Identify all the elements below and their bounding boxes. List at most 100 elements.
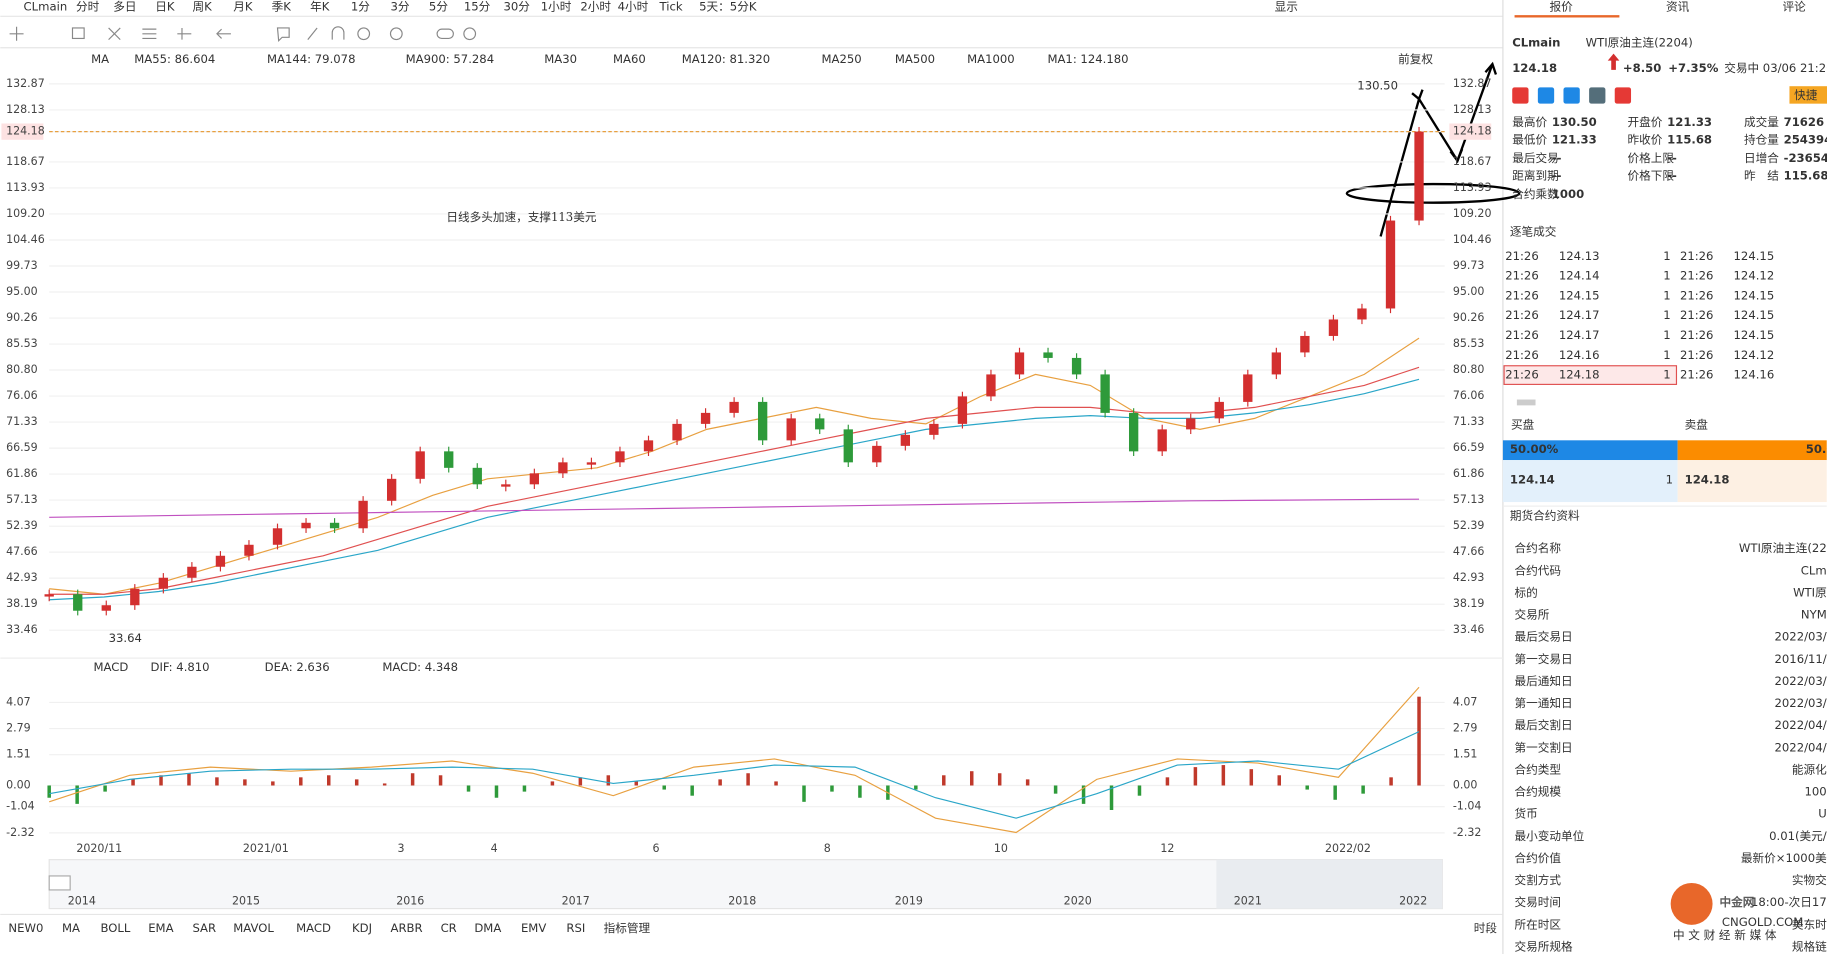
share-icon[interactable] <box>1563 87 1580 104</box>
ma-line <box>49 498 1420 518</box>
share-icon[interactable] <box>1537 87 1555 104</box>
macd-bar <box>494 785 499 798</box>
panel-tab[interactable]: 资讯 <box>1666 0 1690 13</box>
period-tab[interactable]: 5天：5分K <box>699 0 757 13</box>
macd-bar <box>131 779 135 786</box>
period-tab[interactable]: 周K <box>192 0 212 13</box>
timeline-year: 2018 <box>728 895 756 908</box>
period-tab[interactable]: 3分 <box>390 0 409 13</box>
stat-value: -- <box>1552 168 1562 182</box>
y-tick-label: 66.59 <box>1453 441 1485 454</box>
indicator-tab[interactable]: MAVOL <box>233 921 274 935</box>
period-tab[interactable]: 15分 <box>464 0 491 13</box>
bid-bar <box>1502 440 1678 461</box>
period-tab[interactable]: 月K <box>233 0 253 13</box>
trade-price: 124.12 <box>1734 269 1775 283</box>
period-tab[interactable]: 日K <box>155 0 175 13</box>
macd-bar <box>410 773 415 786</box>
y-tick-label: 52.39 <box>6 519 38 532</box>
watermark-logo <box>1670 882 1713 925</box>
y-tick-label: 61.86 <box>1453 467 1485 480</box>
indicator-tab[interactable]: DMA <box>474 921 501 935</box>
info-label: 第一交易日 <box>1515 652 1573 666</box>
display-btn[interactable]: 显示 <box>1275 0 1298 13</box>
indicator-tab[interactable]: EMV <box>521 921 546 935</box>
indicator-tab[interactable]: NEW0 <box>8 921 43 935</box>
timeline-year: 2019 <box>895 895 923 908</box>
watermark: CNGOLD.COM <box>1722 915 1803 929</box>
macd-bar <box>271 781 275 786</box>
period-btn[interactable]: 时段 <box>1474 921 1498 935</box>
macd-bar <box>1165 777 1170 786</box>
timeline[interactable] <box>48 859 1443 910</box>
ma-line <box>49 366 1420 595</box>
quick-btn[interactable] <box>1789 86 1827 104</box>
stat-value: 121.33 <box>1552 132 1597 146</box>
candle <box>729 401 739 413</box>
period-tab[interactable]: 分时 <box>76 0 100 13</box>
quick-btn-label[interactable]: 快捷 <box>1794 88 1818 102</box>
trade-time: 21:26 <box>1505 348 1539 362</box>
share-icon[interactable] <box>1589 87 1606 104</box>
indicator-tab[interactable]: MA <box>62 921 80 935</box>
indicator-tab[interactable]: BOLL <box>100 921 130 935</box>
draw-tools[interactable] <box>9 26 477 43</box>
period-tab[interactable]: 5分 <box>429 0 448 13</box>
info-label: 最后交易日 <box>1515 630 1573 644</box>
candle <box>415 451 425 479</box>
trade-vol: 1 <box>1663 368 1670 382</box>
indicator-tab[interactable]: 指标管理 <box>604 921 651 935</box>
trade-price: 124.17 <box>1559 328 1600 342</box>
macd-bar <box>103 785 107 792</box>
macd-bar <box>1361 785 1365 794</box>
macd-bar <box>47 785 51 798</box>
period-tab[interactable]: 年K <box>310 0 330 13</box>
period-tab[interactable]: 季K <box>272 0 292 13</box>
candle <box>586 462 597 465</box>
period-tab[interactable]: 多日 <box>113 0 136 13</box>
adjust-btn[interactable]: 前复权 <box>1398 52 1433 66</box>
panel-tab[interactable]: 评论 <box>1782 0 1806 13</box>
y-tick-label: 4.07 <box>1453 695 1478 708</box>
period-tab[interactable]: 1小时 <box>541 0 572 13</box>
period-tab[interactable]: 4小时 <box>618 0 649 13</box>
y-tick-label: 61.86 <box>6 467 38 480</box>
trade-time: 21:26 <box>1505 328 1539 342</box>
y-tick-label: 52.39 <box>1453 519 1485 532</box>
info-label: 所在时区 <box>1515 917 1562 931</box>
watermark: 中金网 <box>1720 895 1755 909</box>
candle <box>215 555 226 567</box>
timeline-window[interactable] <box>1216 859 1443 909</box>
macd-bar <box>75 785 79 804</box>
share-icon[interactable] <box>1512 87 1529 104</box>
y-tick-label: 90.26 <box>6 311 38 324</box>
candle <box>643 440 654 452</box>
symbol[interactable]: CLmain <box>24 0 68 13</box>
indicator-tab[interactable]: ARBR <box>390 921 422 935</box>
panel-tab[interactable]: 报价 <box>1550 0 1574 13</box>
candle <box>843 429 853 463</box>
indicator-tab[interactable]: EMA <box>148 921 173 935</box>
indicator-tab[interactable]: SAR <box>192 921 216 935</box>
period-tab[interactable]: 30分 <box>503 0 530 13</box>
indicator-tab[interactable]: MACD <box>296 921 331 935</box>
period-tab[interactable]: 1分 <box>351 0 370 13</box>
info-value: 能源化 <box>1792 762 1827 776</box>
share-icon[interactable] <box>1614 87 1632 104</box>
macd-legend: DIF: 4.810 <box>151 660 210 674</box>
x-tick-label: 6 <box>653 842 660 855</box>
macd-bar <box>802 785 806 802</box>
indicator-tab[interactable]: RSI <box>566 921 585 935</box>
y-tick-label: 99.73 <box>1453 259 1485 272</box>
y-tick-label: -1.04 <box>1453 800 1482 813</box>
timeline-handle[interactable] <box>48 875 71 891</box>
indicator-tab[interactable]: KDJ <box>352 921 372 935</box>
x-tick-label: 2022/02 <box>1325 842 1371 855</box>
macd-bar <box>1249 769 1254 786</box>
indicator-tab[interactable]: CR <box>441 921 457 935</box>
period-tab[interactable]: 2小时 <box>580 0 611 13</box>
info-label: 第一通知日 <box>1515 696 1573 710</box>
period-tab[interactable]: Tick <box>659 0 683 13</box>
